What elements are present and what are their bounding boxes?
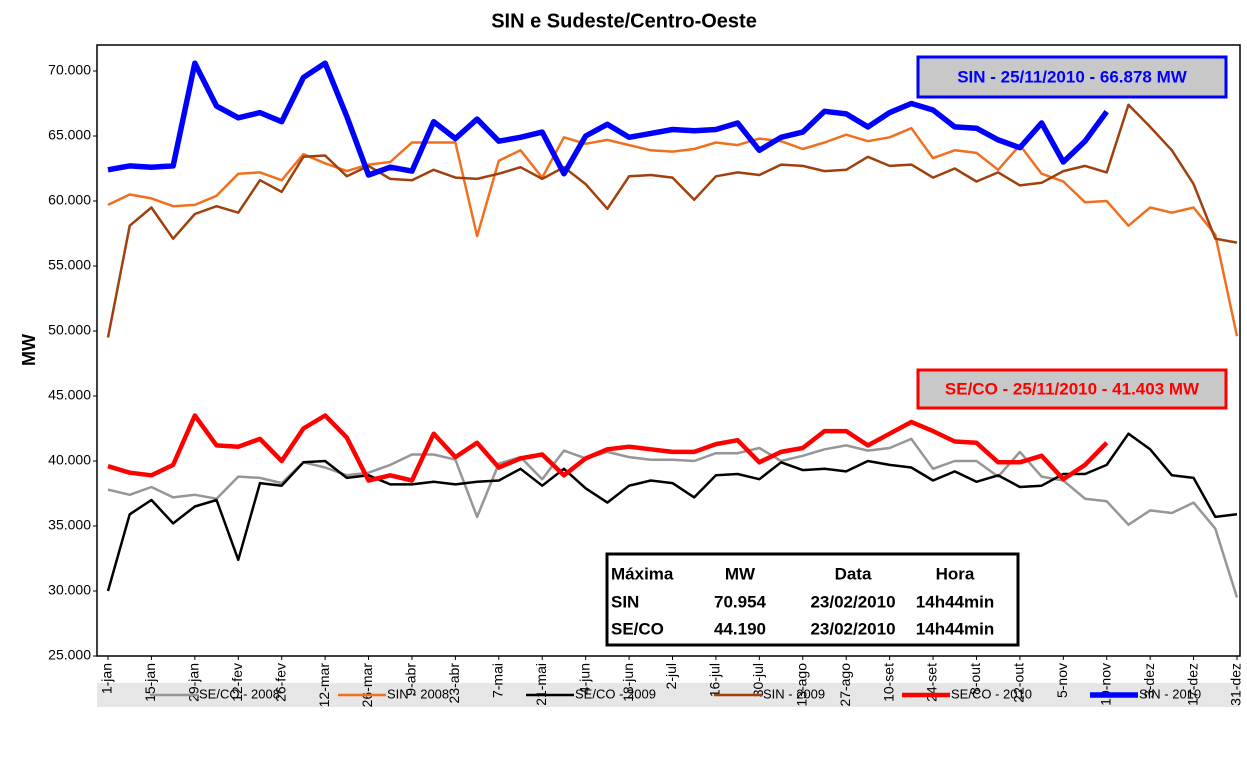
- x-tick-label: 8-out: [967, 663, 983, 695]
- x-tick-label: 10-set: [880, 663, 896, 702]
- x-tick-label: 19-nov: [1097, 663, 1113, 706]
- x-tick-label: 21-mai: [533, 663, 549, 706]
- table-cell: 23/02/2010: [810, 592, 895, 611]
- x-tick-label: 12-mar: [316, 663, 332, 708]
- y-tick-label: 45.000: [48, 387, 91, 403]
- y-tick-label: 25.000: [48, 647, 91, 663]
- chart-title: SIN e Sudeste/Centro-Oeste: [491, 10, 757, 32]
- x-tick-label: 13-ago: [793, 663, 809, 707]
- x-tick-label: 15-jan: [142, 663, 158, 702]
- legend-label: SE/CO - 2008: [199, 686, 280, 701]
- table-cell: 23/02/2010: [810, 619, 895, 638]
- legend-label: SE/CO - 2010: [951, 686, 1032, 701]
- y-axis-label: MW: [19, 334, 39, 366]
- table-cell: SIN: [611, 592, 639, 611]
- table-cell: 44.190: [714, 619, 766, 638]
- table-cell: 70.954: [714, 592, 767, 611]
- x-tick-label: 3-dez: [1141, 663, 1157, 698]
- annotation-text: SE/CO - 25/11/2010 - 41.403 MW: [945, 379, 1200, 398]
- y-tick-label: 50.000: [48, 322, 91, 338]
- legend-box: [97, 683, 1240, 707]
- x-tick-label: 12-fev: [229, 663, 245, 702]
- x-tick-label: 18-jun: [620, 663, 636, 702]
- table-header: Máxima: [611, 564, 674, 583]
- y-tick-label: 35.000: [48, 517, 91, 533]
- x-tick-label: 2-jul: [663, 663, 679, 689]
- y-tick-label: 30.000: [48, 582, 91, 598]
- y-tick-label: 55.000: [48, 257, 91, 273]
- x-tick-label: 7-mai: [490, 663, 506, 698]
- x-tick-label: 27-ago: [837, 663, 853, 707]
- y-tick-label: 70.000: [48, 62, 91, 78]
- table-cell: 14h44min: [916, 619, 994, 638]
- plot-frame: [96, 44, 1241, 657]
- x-tick-label: 16-jul: [707, 663, 723, 697]
- legend-label: SIN - 2010: [1139, 686, 1201, 701]
- x-tick-label: 4-jun: [576, 663, 592, 694]
- x-tick-label: 26-fev: [272, 663, 288, 702]
- series-line: [107, 413, 1109, 483]
- table-cell: SE/CO: [611, 619, 664, 638]
- series-line: [106, 103, 1238, 338]
- series-line: [107, 126, 1239, 337]
- annotation-box: [916, 55, 1228, 99]
- legend-label: SIN - 2009: [763, 686, 825, 701]
- series-line: [106, 432, 1238, 592]
- x-tick-label: 29-jan: [186, 663, 202, 702]
- table-header: Data: [835, 564, 872, 583]
- x-tick-label: 1-jan: [99, 663, 115, 694]
- series-line: [107, 60, 1109, 178]
- x-tick-label: 5-nov: [1054, 663, 1070, 698]
- y-tick-label: 40.000: [48, 452, 91, 468]
- y-tick-label: 60.000: [48, 192, 91, 208]
- x-tick-label: 30-jul: [750, 663, 766, 697]
- legend-label: SE/CO - 2009: [575, 686, 656, 701]
- table-header: Hora: [936, 564, 975, 583]
- table-cell: 14h44min: [916, 592, 994, 611]
- x-tick-label: 31-dez: [1228, 663, 1244, 706]
- x-tick-label: 22-out: [1011, 663, 1027, 703]
- table-header: MW: [725, 564, 756, 583]
- annotation-text: SIN - 25/11/2010 - 66.878 MW: [957, 67, 1188, 86]
- x-tick-label: 24-set: [924, 663, 940, 702]
- max-table: [605, 552, 1020, 647]
- y-tick-label: 65.000: [48, 127, 91, 143]
- x-tick-label: 9-abr: [403, 663, 419, 696]
- x-tick-label: 23-abr: [446, 663, 462, 704]
- x-tick-label: 26-mar: [359, 663, 375, 708]
- x-tick-label: 17-dez: [1184, 663, 1200, 706]
- annotation-box: [916, 368, 1228, 410]
- legend-label: SIN - 2008: [387, 686, 449, 701]
